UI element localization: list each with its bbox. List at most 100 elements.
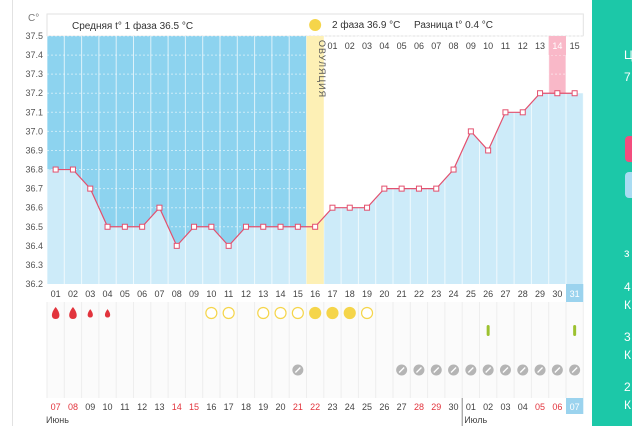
temperature-point <box>294 223 301 230</box>
calendar-date-label: 24 <box>345 402 355 412</box>
phase2-day-label: 01 <box>327 41 337 51</box>
cycle-day-label: 10 <box>206 289 216 299</box>
blood-drop-icon <box>51 307 60 319</box>
cycle-day-label: 04 <box>103 289 113 299</box>
blood-drop-icon <box>69 307 77 319</box>
calendar-date-label: 25 <box>362 402 372 412</box>
temperature-point <box>277 223 284 230</box>
note-icon-pen <box>450 367 457 373</box>
temperature-point <box>467 128 474 135</box>
calendar-date-label: 02 <box>483 402 493 412</box>
cycle-day-label: 07 <box>154 289 164 299</box>
phase2-day-label: 11 <box>501 41 510 51</box>
phase2-day-label: 14 <box>552 41 562 51</box>
calendar-date-label: 06 <box>552 402 562 412</box>
note-icon-pen <box>519 367 526 373</box>
y-tick-label: 36.4 <box>25 241 43 251</box>
calendar-date-label: 19 <box>258 402 268 412</box>
y-tick-label: 36.5 <box>25 222 43 232</box>
side-swatch-pink <box>625 136 632 162</box>
side-label: 4 <box>624 280 631 294</box>
side-label: 2 <box>624 380 631 394</box>
note-icon-pen <box>537 367 544 373</box>
calendar-date-label: 10 <box>103 402 113 412</box>
calendar-date-label: 26 <box>379 402 389 412</box>
calendar-date-label: 20 <box>276 402 286 412</box>
phase2-day-label: 04 <box>379 41 389 51</box>
pill-mark-icon <box>573 325 577 336</box>
calendar-date-label: 07 <box>51 402 61 412</box>
mucus-filled-icon <box>309 306 322 320</box>
cycle-day-label: 02 <box>68 289 78 299</box>
temperature-area <box>47 93 584 284</box>
temperature-point <box>191 223 198 230</box>
side-label: 3 <box>624 330 631 344</box>
phase2-day-label: 13 <box>535 41 545 51</box>
phase2-day-label: 02 <box>345 41 355 51</box>
phase2-day-box-highlight <box>548 36 566 55</box>
cycle-day-label: 13 <box>258 289 268 299</box>
month-label: Июнь <box>46 415 69 425</box>
phase2-day-label: 05 <box>397 41 407 51</box>
phase2-day-label: 12 <box>518 41 528 51</box>
y-tick-label: 36.2 <box>25 279 43 289</box>
cycle-day-label: 16 <box>310 289 320 299</box>
temperature-point <box>364 204 371 211</box>
cycle-day-label: 05 <box>120 289 130 299</box>
phase2-day-label: 10 <box>483 41 493 51</box>
y-tick-label: 37.2 <box>25 88 43 98</box>
calendar-date-label: 05 <box>535 402 545 412</box>
note-icon-pen <box>502 367 509 373</box>
temperature-point <box>415 185 422 192</box>
phase2-day-label: 06 <box>414 41 424 51</box>
note-icon-pen <box>433 367 440 373</box>
cycle-day-label: 11 <box>224 289 233 299</box>
calendar-date-label: 12 <box>137 402 147 412</box>
temperature-point <box>554 90 561 97</box>
calendar-date-label: 30 <box>449 402 459 412</box>
cycle-day-label: 14 <box>276 289 286 299</box>
cycle-day-label: 29 <box>535 289 545 299</box>
temperature-point <box>69 166 76 173</box>
side-label: К <box>624 298 631 312</box>
y-tick-label: 37.1 <box>25 107 43 117</box>
temperature-point <box>260 223 267 230</box>
phase2-day-label: 08 <box>449 41 459 51</box>
cycle-day-label: 08 <box>172 289 182 299</box>
calendar-date-label: 27 <box>397 402 407 412</box>
today-date-box <box>566 398 584 414</box>
temperature-point <box>450 166 457 173</box>
ovulation-dot-icon <box>309 19 322 31</box>
side-label: Ц <box>624 48 632 62</box>
temperature-point <box>398 185 405 192</box>
calendar-date-label: 01 <box>466 402 476 412</box>
temperature-point <box>433 185 440 192</box>
note-icon-pen <box>571 367 578 373</box>
side-label: К <box>624 348 631 362</box>
y-tick-label: 36.3 <box>25 260 43 270</box>
phase1-average: Средняя t° 1 фаза 36.5 °C <box>72 20 193 32</box>
y-tick-label: 36.6 <box>25 203 43 213</box>
cycle-day-label: 06 <box>137 289 147 299</box>
mucus-circle-icon <box>360 306 374 320</box>
note-icon-pen <box>415 367 422 373</box>
temperature-point <box>173 242 180 249</box>
temperature-point <box>346 204 353 211</box>
temperature-point <box>208 223 215 230</box>
mucus-circle-icon <box>205 306 218 320</box>
calendar-date-label: 16 <box>206 402 216 412</box>
cycle-day-label: 30 <box>552 289 562 299</box>
mucus-circle-icon <box>222 306 235 320</box>
cycle-day-label: 25 <box>466 289 476 299</box>
temperature-point <box>225 242 232 249</box>
cycle-day-label: 21 <box>397 289 407 299</box>
note-icon-pen <box>554 367 561 373</box>
y-tick-label: 37.5 <box>25 31 43 41</box>
temperature-point <box>381 185 388 192</box>
calendar-date-label: 08 <box>68 402 78 412</box>
calendar-date-label: 29 <box>431 402 441 412</box>
temperature-point <box>537 90 544 97</box>
cycle-day-label: 22 <box>414 289 424 299</box>
cycle-day-label: 01 <box>51 289 61 299</box>
